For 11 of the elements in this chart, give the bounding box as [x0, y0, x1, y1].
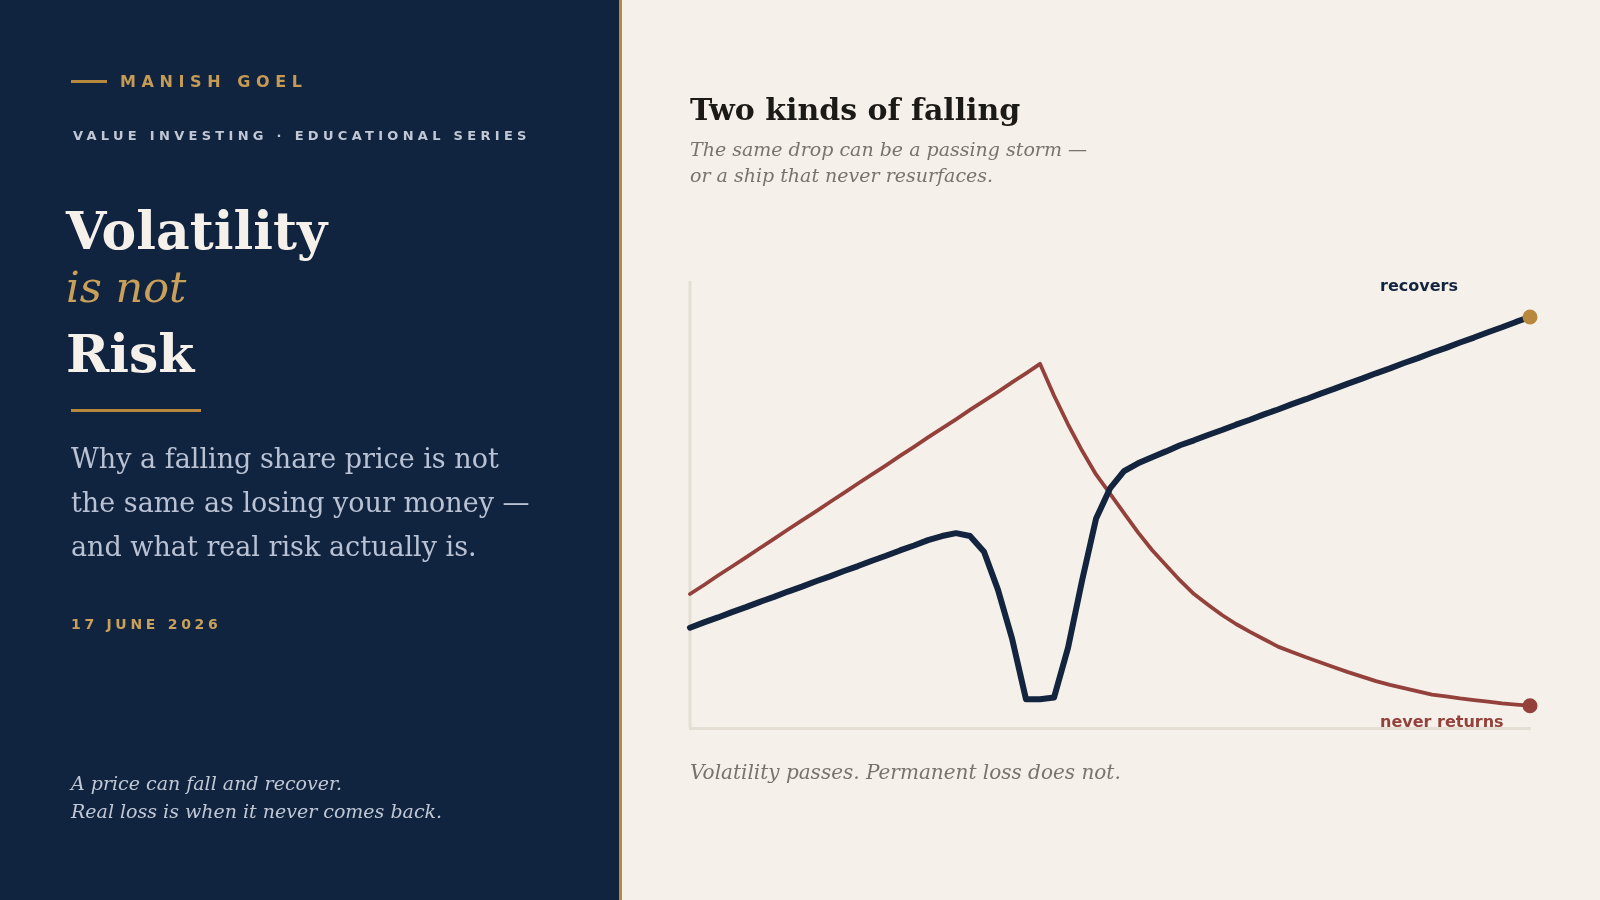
- chart-title: Two kinds of falling: [690, 91, 1021, 129]
- text: Volatility passes. Permanent loss does not.: [690, 759, 1121, 786]
- text: A price can fall and recover. Real loss is when it never comes back.: [71, 771, 443, 824]
- text: Why a falling share price is not the same as losing your money — and what real risk actually is.: [71, 442, 530, 564]
- chart-subtitle: The same drop can be a passing storm — or a ship that never resurfaces.: [690, 137, 1087, 188]
- series-label: never returns: [1380, 711, 1504, 731]
- text: 17 JUNE 2026: [71, 615, 222, 634]
- text: VALUE INVESTING · EDUCATIONAL SERIES: [73, 127, 531, 145]
- text: MANISH GOEL: [120, 71, 308, 92]
- text: Volatility is not Risk: [66, 200, 328, 385]
- text: recovers: [1380, 276, 1458, 296]
